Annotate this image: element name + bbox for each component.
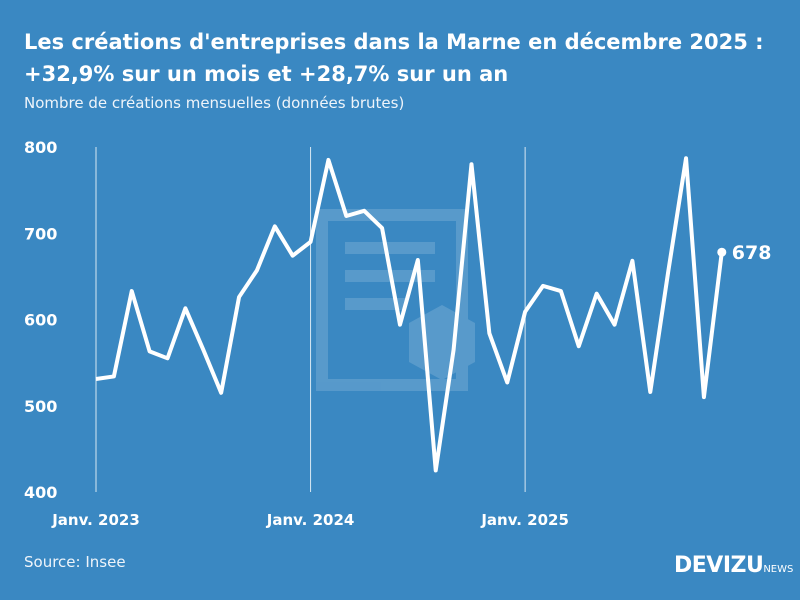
last-value-label: 678 bbox=[732, 242, 772, 264]
x-tick-label: Janv. 2025 bbox=[480, 511, 569, 529]
y-tick-label: 400 bbox=[24, 483, 57, 502]
source-note: Source: Insee bbox=[24, 553, 126, 571]
data-point bbox=[717, 247, 727, 257]
y-tick-label: 700 bbox=[24, 224, 57, 243]
document-watermark-icon bbox=[316, 209, 475, 391]
chart-title: Les créations d'entreprises dans la Marn… bbox=[24, 26, 794, 90]
x-tick-label: Janv. 2024 bbox=[266, 511, 355, 529]
series-line bbox=[95, 156, 724, 473]
y-tick-label: 500 bbox=[24, 397, 57, 416]
y-tick-label: 600 bbox=[24, 311, 57, 330]
chart-subtitle: Nombre de créations mensuelles (données … bbox=[24, 94, 405, 112]
title-line-2: +32,9% sur un mois et +28,7% sur un an bbox=[24, 62, 509, 86]
x-tick-label: Janv. 2023 bbox=[51, 511, 140, 529]
devizu-logo: DEVIZUNEWS bbox=[674, 553, 793, 578]
logo-main: DEVIZU bbox=[674, 553, 764, 578]
y-tick-label: 800 bbox=[24, 138, 57, 157]
logo-suffix: NEWS bbox=[763, 564, 794, 575]
title-line-1: Les créations d'entreprises dans la Marn… bbox=[24, 30, 764, 54]
